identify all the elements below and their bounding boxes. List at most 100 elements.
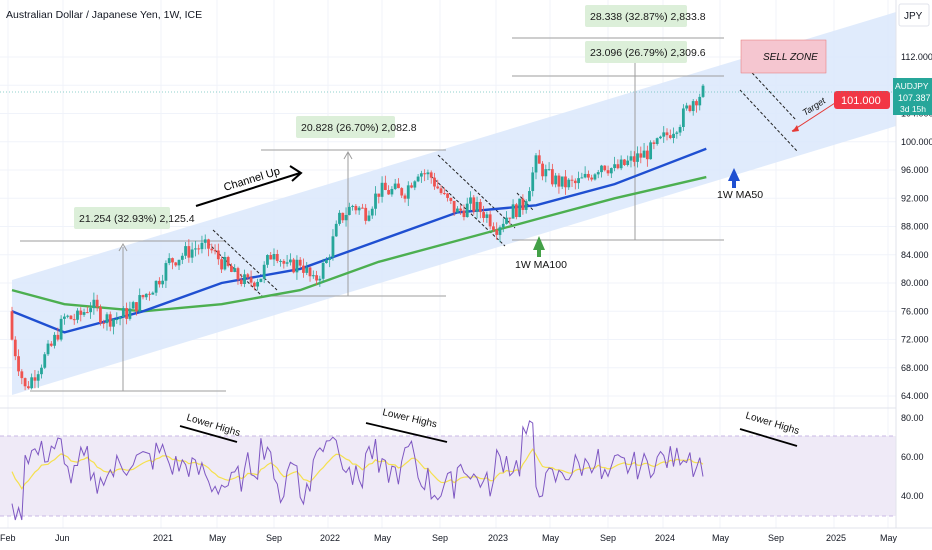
candle-body [675, 132, 679, 134]
lower-highs-line-2 [365, 422, 448, 443]
channel-up-arrow [195, 172, 301, 207]
rsi-ma-line [11, 448, 704, 490]
candle-body [269, 255, 273, 260]
candle-body [207, 239, 210, 249]
measure-label-2022: 20.828 (26.70%) 2,082.8 [301, 122, 417, 134]
candle-body [112, 319, 115, 327]
candle-body [354, 205, 358, 211]
candle-body [436, 186, 440, 189]
candle-body [636, 153, 639, 162]
candle-body [121, 308, 125, 318]
measure-box-2020 [74, 207, 170, 229]
candle-body [544, 169, 548, 177]
candle-body [649, 142, 653, 160]
candle-body [442, 193, 446, 195]
time-axis-label: Sep [432, 533, 448, 543]
candle-body [475, 201, 479, 212]
rsi-line [11, 420, 704, 521]
candle-body [685, 105, 689, 109]
candle-body [632, 156, 636, 162]
measure-box-2022 [296, 116, 395, 138]
candle-body [46, 343, 50, 355]
candle-body [452, 200, 456, 213]
ticker-tag[interactable] [893, 78, 932, 115]
price-axis-label: 68.000 [901, 363, 929, 373]
sell-zone-box[interactable] [740, 39, 827, 74]
currency-button-label: JPY [904, 11, 923, 22]
time-axis-label: 2021 [153, 533, 173, 543]
candle-body [550, 169, 554, 185]
candle-body [459, 208, 463, 211]
candle-body [79, 310, 83, 315]
candle-body [66, 315, 70, 317]
currency-button[interactable] [898, 3, 930, 27]
candle-body [315, 275, 318, 281]
candle-body [82, 312, 86, 315]
candle-body [53, 334, 56, 346]
candle-body [505, 217, 508, 224]
candle-body [89, 308, 92, 313]
candle-body [252, 282, 256, 287]
candle-body [279, 260, 282, 262]
rsi-axis-label: 60.00 [901, 452, 924, 462]
candle-body [40, 367, 43, 375]
candle-body [387, 189, 391, 195]
time-axis-labels: Feb Jun 2021 May Sep 2022 May Sep 2023 May Sep 2024… [0, 533, 898, 543]
candle-body [210, 248, 214, 251]
time-axis-label: Sep [266, 533, 282, 543]
candle-body [701, 85, 705, 97]
candle-body [603, 165, 607, 171]
candle-body [531, 172, 535, 192]
target-price-tag[interactable] [834, 91, 890, 109]
candle-body [347, 206, 351, 215]
candle-body [374, 193, 377, 209]
candle-body [69, 315, 73, 320]
price-axis-label: 76.000 [901, 306, 929, 316]
time-axis-label: Sep [768, 533, 784, 543]
candle-body [174, 262, 178, 266]
candle-body [567, 179, 571, 188]
candle-body [524, 201, 528, 210]
candle-body [626, 160, 630, 165]
candle-body [600, 165, 603, 173]
candle-body [194, 248, 197, 250]
candle-body [652, 142, 656, 144]
candle-body [587, 173, 590, 178]
candle-body [357, 207, 361, 211]
candle-body [377, 193, 381, 197]
candle-body [668, 135, 672, 139]
candle-body [590, 177, 594, 180]
candle-body [256, 281, 260, 287]
measure-range-2020 [20, 240, 226, 392]
candle-body [609, 168, 613, 174]
candle-body [495, 229, 499, 235]
candle-body [383, 182, 387, 190]
candle-body [521, 198, 525, 210]
candle-body [338, 212, 341, 224]
candle-body [655, 138, 659, 144]
candle-body [403, 195, 407, 199]
candle-body [164, 263, 168, 281]
candle-body [645, 150, 649, 160]
time-axis-label: May [712, 533, 730, 543]
candle-body [13, 339, 17, 357]
ma50-arrow-icon [728, 168, 740, 188]
candle-body [419, 173, 423, 177]
candle-body [305, 267, 309, 273]
time-axis-label: May [880, 533, 898, 543]
candle-body [243, 274, 246, 284]
candle-body [508, 217, 512, 219]
time-axis-label: May [542, 533, 560, 543]
candle-body [26, 386, 30, 389]
measure-box-2024-top [585, 5, 687, 27]
measure-range-2024 [512, 37, 724, 241]
candle-body [485, 214, 489, 218]
candle-body [511, 204, 515, 219]
candle-body [295, 259, 299, 273]
candle-body [249, 277, 253, 283]
candle-body [118, 317, 122, 320]
candle-body [380, 182, 384, 197]
time-axis-label: Jun [55, 533, 70, 543]
price-axis-label: 96.000 [901, 165, 929, 175]
